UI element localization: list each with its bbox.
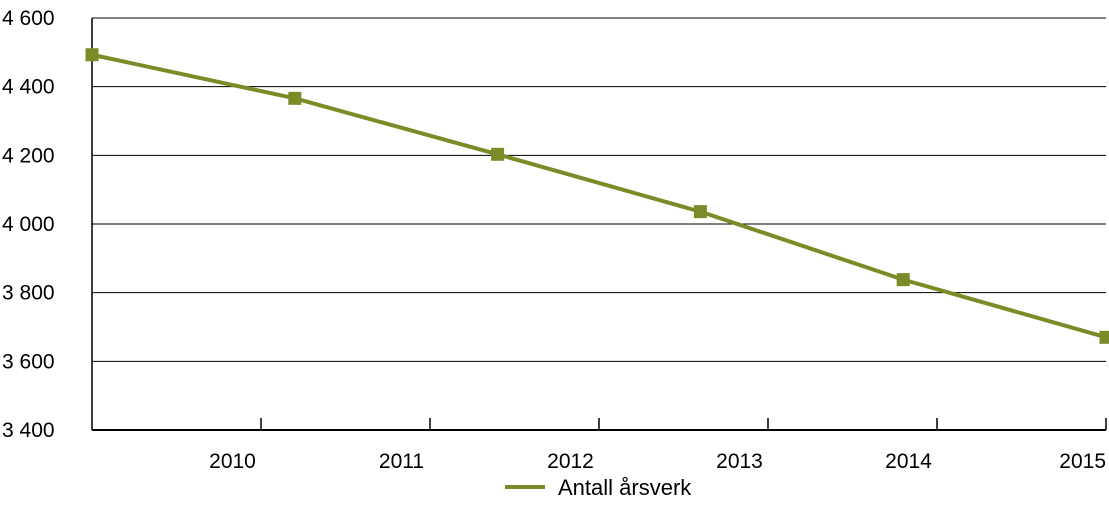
x-axis-tick-labels: 2010 2011 2012 2013 2014 2015 [209,450,1106,473]
x-tick-label: 2014 [885,450,932,473]
y-tick-label: 3 400 [2,419,55,442]
x-tick-label: 2011 [379,450,424,473]
y-tick-label: 4 400 [2,76,55,99]
data-point-marker [693,205,707,219]
y-tick-label: 4 600 [2,7,55,30]
x-tick-label: 2015 [1059,450,1106,473]
series-layer [85,48,1109,344]
y-axis-tick-labels: 3 400 3 600 3 800 4 000 4 200 4 400 4 600 [2,7,55,442]
series-line [91,52,1107,340]
y-tick-label: 3 600 [2,350,55,373]
legend: Antall årsverk [505,475,692,500]
y-tick-label: 4 000 [2,213,55,236]
data-point-marker [288,91,302,105]
data-point-marker [896,273,910,287]
y-tick-label: 4 200 [2,144,55,167]
x-tick-label: 2013 [716,450,763,473]
legend-label: Antall årsverk [558,475,692,500]
data-point-marker [85,48,99,62]
x-tick-label: 2012 [547,450,594,473]
x-tick-label: 2010 [209,450,256,473]
data-point-marker [491,147,505,161]
y-tick-label: 3 800 [2,282,55,305]
data-point-marker [1099,330,1109,344]
axes [91,18,1107,431]
gridlines [92,17,1106,362]
